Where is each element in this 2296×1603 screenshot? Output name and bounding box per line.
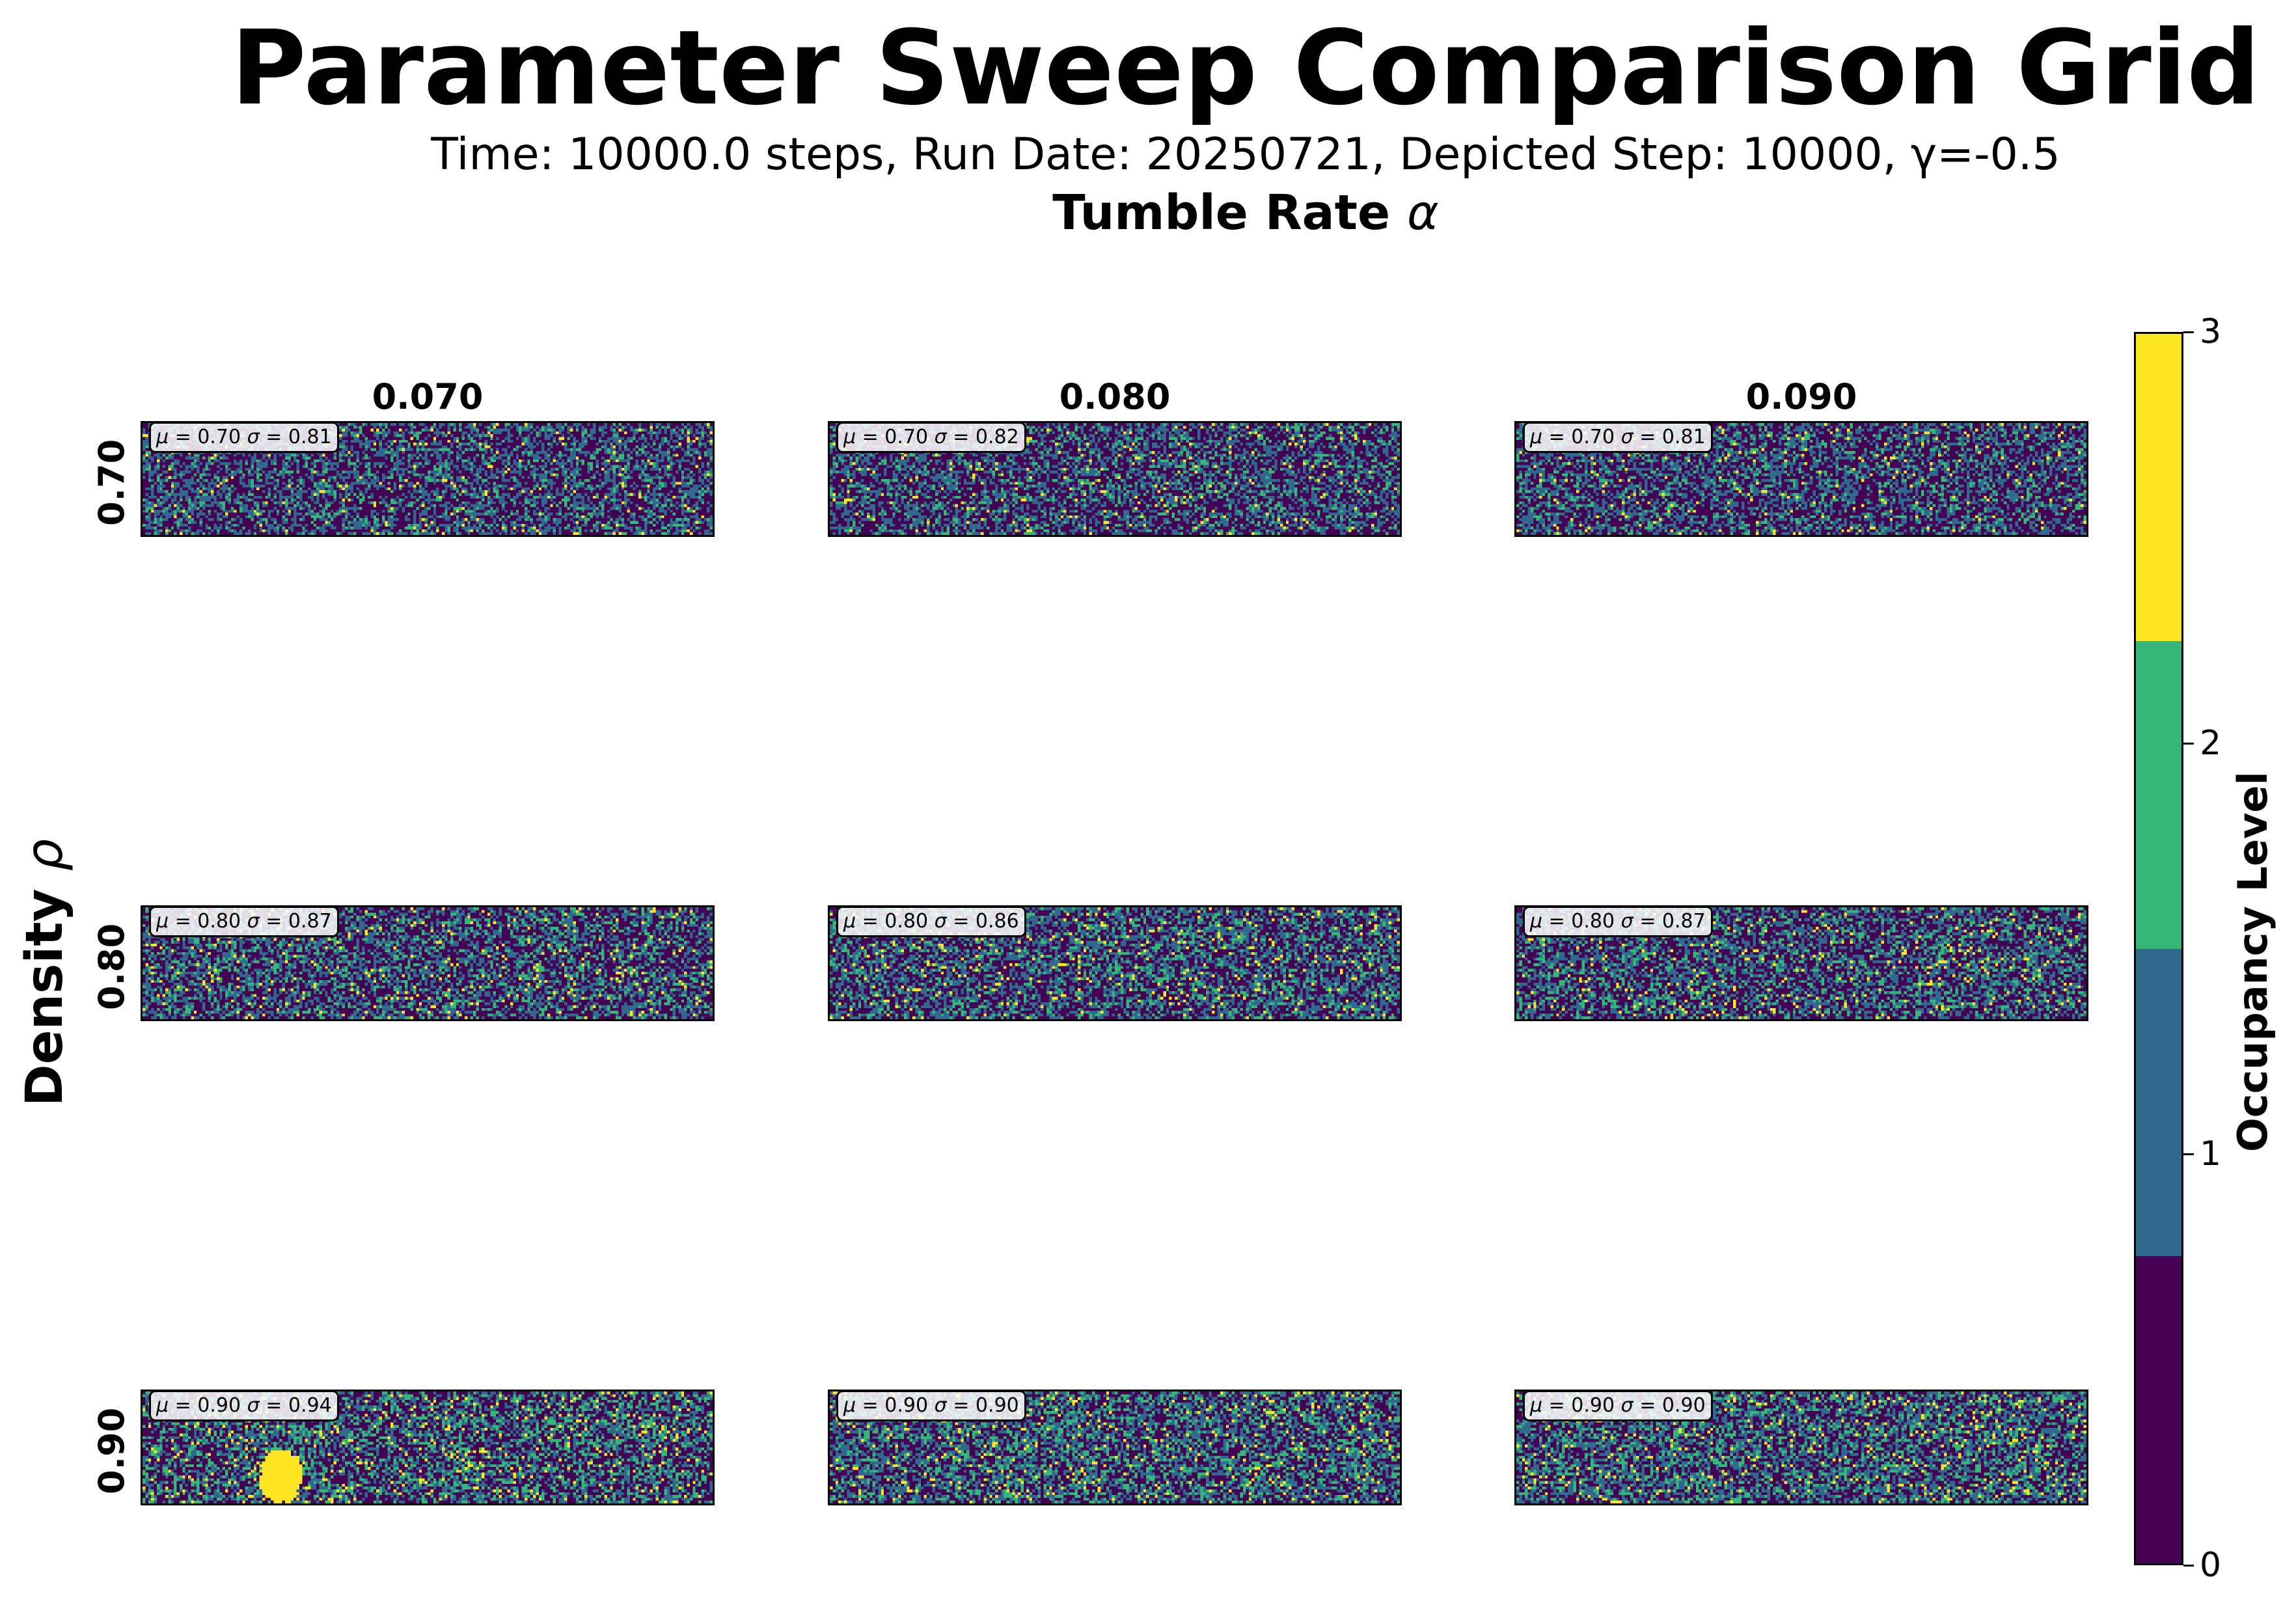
mu-value: = 0.80 (169, 910, 247, 933)
column-label: 0.080 (1059, 376, 1171, 417)
mu-value: = 0.90 (1542, 1394, 1621, 1417)
heatmap-panel: μ = 0.70 σ = 0.81 (141, 421, 715, 537)
panel-stats-badge: μ = 0.70 σ = 0.81 (149, 422, 339, 453)
colorbar-tick-label: 0 (2200, 1546, 2222, 1585)
colorbar-tick-mark (2183, 1565, 2194, 1567)
mu-value: = 0.80 (856, 910, 935, 933)
row-label: 0.70 (91, 439, 132, 526)
sigma-value: = 0.90 (1633, 1394, 1706, 1417)
sigma-value: = 0.86 (946, 910, 1019, 933)
sigma-value: = 0.81 (259, 426, 332, 448)
mu-value: = 0.70 (169, 426, 247, 448)
column-label: 0.090 (1745, 376, 1857, 417)
chart-title: Parameter Sweep Comparison Grid (230, 8, 2261, 128)
mu-symbol: μ (1530, 426, 1543, 448)
colorbar-tick-label: 2 (2200, 723, 2222, 763)
sigma-value: = 0.82 (946, 426, 1019, 448)
column-axis-symbol: α (1406, 185, 1439, 241)
panel-stats-badge: μ = 0.80 σ = 0.87 (149, 906, 339, 937)
sigma-symbol: σ (247, 426, 260, 448)
column-label: 0.070 (372, 376, 484, 417)
sigma-value: = 0.87 (259, 910, 332, 933)
heatmap-panel: μ = 0.80 σ = 0.86 (828, 905, 1402, 1021)
colorbar-tick-label: 3 (2200, 312, 2222, 351)
sigma-value: = 0.90 (946, 1394, 1019, 1417)
mu-symbol: μ (156, 1394, 169, 1417)
heatmap-panel: μ = 0.90 σ = 0.90 (828, 1390, 1402, 1505)
colorbar-tick-label: 1 (2200, 1134, 2222, 1174)
sigma-value: = 0.87 (1633, 910, 1706, 933)
heatmap-panel: μ = 0.90 σ = 0.94 (141, 1390, 715, 1505)
panel-stats-badge: μ = 0.80 σ = 0.87 (1523, 906, 1713, 937)
row-label: 0.90 (91, 1407, 132, 1494)
colorbar-tick-mark (2183, 742, 2194, 745)
colorbar-segment (2136, 1255, 2181, 1563)
mu-symbol: μ (1530, 1394, 1543, 1417)
mu-value: = 0.90 (856, 1394, 935, 1417)
sigma-value: = 0.81 (1633, 426, 1706, 448)
column-axis-label: Tumble Rate (1052, 185, 1391, 241)
panel-stats-badge: μ = 0.70 σ = 0.81 (1523, 422, 1713, 453)
row-axis-title: Density ρ (14, 839, 75, 1106)
heatmap-panel: μ = 0.90 σ = 0.90 (1514, 1390, 2088, 1505)
sigma-symbol: σ (934, 910, 947, 933)
mu-symbol: μ (156, 910, 169, 933)
sigma-symbol: σ (1620, 426, 1633, 448)
colorbar-tick-mark (2183, 331, 2194, 333)
mu-symbol: μ (843, 1394, 856, 1417)
mu-symbol: μ (843, 910, 856, 933)
panel-stats-badge: μ = 0.80 σ = 0.86 (836, 906, 1026, 937)
mu-value: = 0.90 (169, 1394, 247, 1417)
heatmap-panel: μ = 0.70 σ = 0.82 (828, 421, 1402, 537)
panel-stats-badge: μ = 0.90 σ = 0.90 (1523, 1390, 1713, 1421)
mu-value: = 0.70 (856, 426, 935, 448)
sigma-symbol: σ (934, 1394, 947, 1417)
sigma-symbol: σ (247, 1394, 260, 1417)
panel-stats-badge: μ = 0.90 σ = 0.94 (149, 1390, 339, 1421)
chart-subtitle: Time: 10000.0 steps, Run Date: 20250721,… (431, 129, 2060, 180)
heatmap-panel: μ = 0.70 σ = 0.81 (1514, 421, 2088, 537)
row-axis-label: Density (16, 888, 74, 1106)
sigma-symbol: σ (1620, 1394, 1633, 1417)
row-axis-symbol: ρ (16, 838, 74, 871)
sigma-value: = 0.94 (259, 1394, 332, 1417)
colorbar-segment (2136, 948, 2181, 1256)
sigma-symbol: σ (934, 426, 947, 448)
column-axis-title: Tumble Rate α (0, 184, 2296, 242)
sigma-symbol: σ (1620, 910, 1633, 933)
colorbar-segment (2136, 641, 2181, 949)
colorbar (2134, 332, 2183, 1565)
heatmap-panel: μ = 0.80 σ = 0.87 (1514, 905, 2088, 1021)
sigma-symbol: σ (247, 910, 260, 933)
mu-symbol: μ (156, 426, 169, 448)
colorbar-tick-mark (2183, 1153, 2194, 1156)
mu-value: = 0.70 (1542, 426, 1621, 448)
heatmap-panel: μ = 0.80 σ = 0.87 (141, 905, 715, 1021)
panel-stats-badge: μ = 0.90 σ = 0.90 (836, 1390, 1026, 1421)
row-label: 0.80 (91, 923, 132, 1010)
colorbar-segment (2136, 334, 2181, 642)
panel-stats-badge: μ = 0.70 σ = 0.82 (836, 422, 1026, 453)
mu-value: = 0.80 (1542, 910, 1621, 933)
colorbar-label: Occupancy Level (2229, 771, 2276, 1152)
mu-symbol: μ (843, 426, 856, 448)
mu-symbol: μ (1530, 910, 1543, 933)
